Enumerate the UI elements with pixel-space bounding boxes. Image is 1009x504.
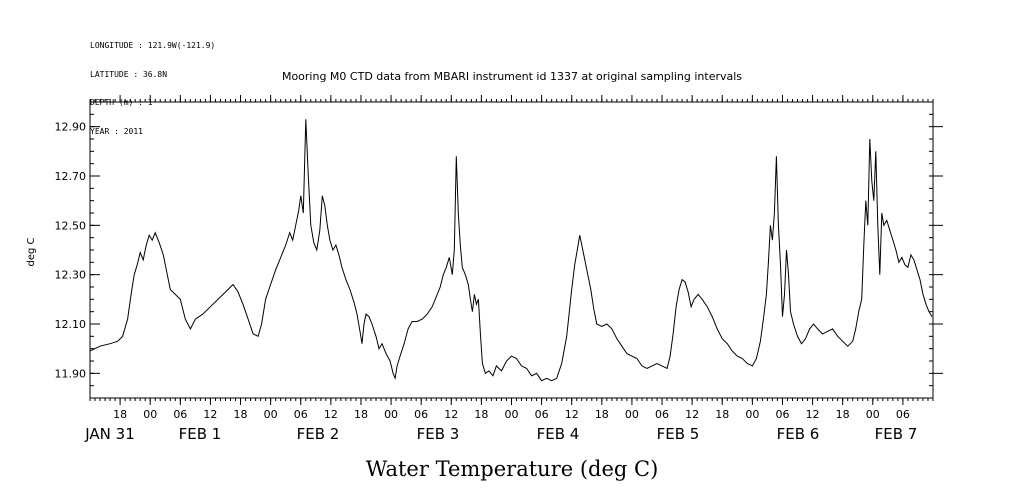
y-tick-label: 12.10 [55, 318, 87, 331]
x-tick-label: 12 [806, 408, 820, 421]
chart-title: Mooring M0 CTD data from MBARI instrumen… [282, 70, 742, 83]
x-axis: 18 00 06 12 18 00 06 12 18 00 06 12 18 00 06 12 18 00 06 12… [113, 95, 910, 421]
plot-frame [89, 101, 934, 399]
day-label: FEB 1 [179, 425, 222, 443]
y-tick-label: 12.50 [55, 219, 87, 232]
x-tick-label: 06 [896, 408, 910, 421]
x-tick-label: 06 [775, 408, 789, 421]
x-tick-label: 06 [173, 408, 187, 421]
day-labels: JAN 31 FEB 1 FEB 2 FEB 3 FEB 4 FEB 5 FEB 6 FEB … [84, 425, 917, 443]
y-tick-label: 12.90 [55, 121, 87, 134]
day-label: FEB 7 [875, 425, 918, 443]
x-tick-label: 00 [384, 408, 398, 421]
x-tick-label: 18 [354, 408, 368, 421]
day-label: FEB 5 [657, 425, 700, 443]
x-tick-label: 18 [836, 408, 850, 421]
x-tick-label: 00 [625, 408, 639, 421]
x-tick-label: 12 [444, 408, 458, 421]
longitude-label: LONGITUDE : 121.9W(-121.9) [90, 41, 216, 50]
series-line-water-temperature [89, 119, 933, 382]
x-tick-label: 18 [113, 408, 127, 421]
x-tick-label: 18 [715, 408, 729, 421]
day-label: FEB 2 [297, 425, 340, 443]
x-tick-label: 00 [264, 408, 278, 421]
y-tick-label: 12.30 [55, 269, 87, 282]
day-label: FEB 3 [417, 425, 460, 443]
y-axis: 11.90 12.10 12.30 12.50 12.70 12.90 [55, 121, 943, 380]
x-tick-label: 12 [324, 408, 338, 421]
x-tick-label: 06 [535, 408, 549, 421]
day-label: JAN 31 [84, 425, 135, 443]
x-tick-label: 18 [595, 408, 609, 421]
x-tick-label: 12 [203, 408, 217, 421]
x-tick-label: 18 [474, 408, 488, 421]
x-axis-label: Water Temperature (deg C) [366, 457, 659, 481]
day-label: FEB 4 [537, 425, 580, 443]
y-tick-label: 12.70 [55, 170, 87, 183]
y-axis-label: deg C [26, 237, 37, 266]
day-label: FEB 6 [777, 425, 820, 443]
x-tick-label: 00 [745, 408, 759, 421]
x-tick-label: 06 [294, 408, 308, 421]
year-label: YEAR : 2011 [90, 126, 143, 136]
x-tick-label: 06 [655, 408, 669, 421]
latitude-label: LATITUDE : 36.8N [90, 69, 168, 79]
x-tick-label: 12 [565, 408, 579, 421]
x-tick-label: 00 [143, 408, 157, 421]
x-tick-label: 00 [505, 408, 519, 421]
x-tick-label: 18 [234, 408, 248, 421]
x-tick-label: 12 [685, 408, 699, 421]
x-tick-label: 00 [866, 408, 880, 421]
y-tick-label: 11.90 [55, 367, 87, 380]
x-tick-label: 06 [414, 408, 428, 421]
